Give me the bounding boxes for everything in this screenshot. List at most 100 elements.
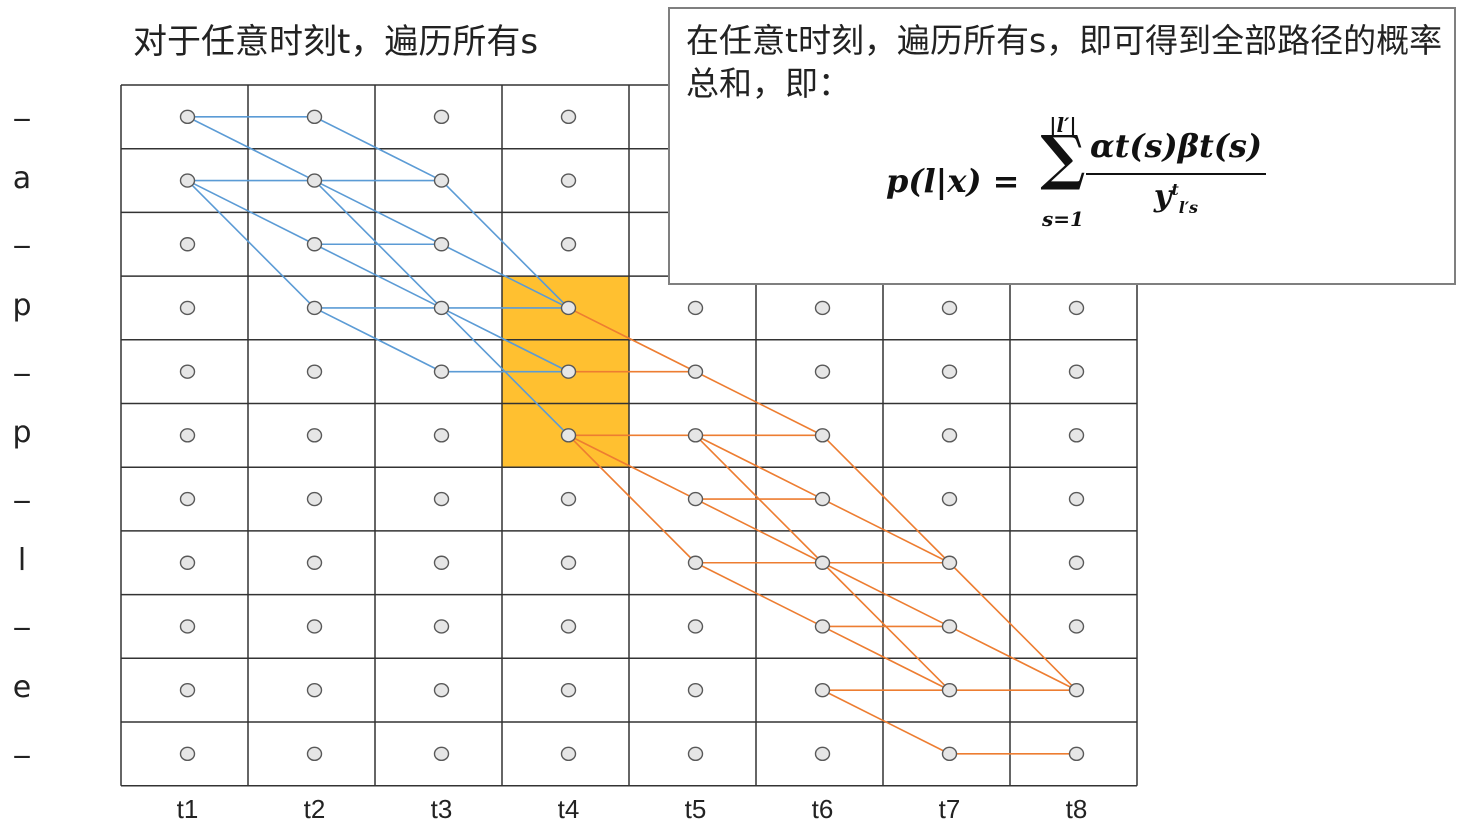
lattice-node [687, 364, 704, 379]
lattice-node [433, 300, 450, 316]
fraction: αt(s)βt(s) ytl′s [1086, 127, 1266, 217]
sum-lower-bound: s=1 [1042, 207, 1084, 231]
backward-path-edge [822, 498, 950, 564]
lattice-node [560, 555, 577, 570]
lattice-node [433, 428, 450, 443]
lattice-node [814, 491, 831, 507]
denominator-base: y [1153, 179, 1172, 214]
lattice-node [1068, 746, 1085, 762]
lattice-node [306, 491, 323, 507]
lattice-node [814, 746, 831, 762]
lattice-node [179, 300, 196, 316]
lattice-node [687, 428, 704, 443]
lattice-node [1068, 428, 1085, 443]
lattice-node [306, 364, 323, 379]
row-label: _ [14, 469, 30, 505]
backward-path-edge [568, 307, 696, 373]
backward-path-edge [822, 562, 950, 628]
lattice-node [814, 428, 831, 443]
backward-path-edge [949, 625, 1077, 691]
lattice-node [433, 682, 450, 698]
fraction-bar [1086, 173, 1266, 175]
callout-text: 在任意t时刻，遍历所有s，即可得到全部路径的概率总和，即： [686, 21, 1443, 103]
lattice-node [941, 555, 958, 570]
sigma-icon: ∑ [1040, 123, 1086, 193]
lattice-node [941, 746, 958, 762]
lattice-node [433, 555, 450, 570]
lattice-node [179, 682, 196, 698]
lattice-node [1068, 300, 1085, 316]
column-label: t8 [1065, 794, 1088, 824]
lattice-node [306, 173, 323, 188]
lattice-node [433, 491, 450, 507]
lattice-node [560, 682, 577, 698]
backward-path-edge [821, 434, 951, 564]
lattice-node [687, 682, 704, 698]
lattice-node [687, 555, 704, 570]
lattice-node [687, 746, 704, 762]
row-label: _ [14, 596, 30, 632]
lattice-node [179, 555, 196, 570]
fraction-numerator: αt(s)βt(s) [1089, 127, 1263, 165]
row-label: _ [14, 214, 30, 250]
row-label: _ [14, 723, 30, 759]
backward-path-edge [568, 434, 696, 500]
lattice-node [1068, 364, 1085, 379]
lattice-node [306, 682, 323, 698]
lattice-node [179, 237, 196, 252]
lattice-node [941, 682, 958, 698]
lattice-node [306, 746, 323, 762]
probability-formula: p(l|x) = |l′| ∑ s=1 αt(s)βt(s) ytl′s [886, 113, 1286, 247]
backward-path-edge [695, 434, 823, 500]
lattice-node [179, 173, 196, 188]
column-label: t7 [938, 794, 961, 824]
lattice-node [306, 109, 323, 125]
lattice-node [560, 491, 577, 507]
lattice-node [179, 109, 196, 125]
backward-path-edge [948, 562, 1078, 691]
lattice-node [560, 173, 577, 188]
column-label: t2 [303, 794, 326, 824]
lattice-node [814, 682, 831, 698]
lattice-node [179, 746, 196, 762]
lattice-node [433, 619, 450, 634]
lattice-node [179, 428, 196, 443]
forward-path-edge [441, 307, 569, 373]
row-label: l [17, 542, 27, 578]
forward-path-edge [314, 307, 442, 373]
lattice-node [941, 300, 958, 316]
lattice-node [941, 428, 958, 443]
row-label: p [12, 415, 32, 451]
sum-upper-bound: |l′| [1049, 113, 1077, 137]
summation: |l′| ∑ s=1 [1033, 113, 1093, 231]
row-label: p [12, 287, 32, 323]
lattice-node [687, 491, 704, 507]
backward-path-edge [695, 562, 823, 628]
lattice-node [687, 619, 704, 634]
column-label: t4 [557, 794, 580, 824]
backward-path-edge [567, 434, 697, 564]
lattice-node [560, 300, 577, 316]
lattice-node [306, 300, 323, 316]
lattice-node [306, 237, 323, 252]
lattice-node [179, 364, 196, 379]
backward-path-edge [822, 689, 950, 755]
column-label: t5 [684, 794, 707, 824]
lattice-node [306, 555, 323, 570]
figure-heading: 对于任意时刻t，遍历所有s [133, 22, 539, 62]
forward-path-edge [314, 116, 442, 182]
backward-path-edge [695, 370, 823, 437]
lattice-node [560, 746, 577, 762]
fraction-denominator: ytl′s [1086, 179, 1266, 217]
forward-path-edge [187, 116, 315, 182]
lattice-node [433, 746, 450, 762]
formula-lhs: p(l|x) = [886, 162, 1020, 200]
forward-path-edge [441, 243, 569, 309]
lattice-node [560, 619, 577, 634]
column-label: t1 [176, 794, 199, 824]
lattice-node [1068, 619, 1085, 634]
denominator-superscript: t [1171, 180, 1179, 199]
lattice-node [814, 555, 831, 570]
lattice-node [560, 237, 577, 252]
